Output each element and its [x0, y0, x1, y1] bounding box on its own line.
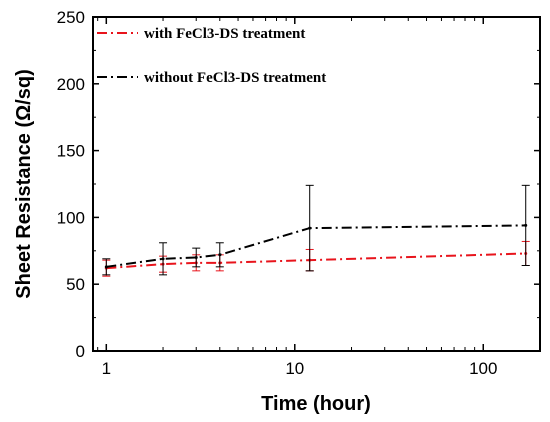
y-tick-label: 150 — [57, 142, 85, 161]
x-tick-label: 1 — [102, 359, 111, 378]
data-point — [104, 265, 108, 269]
y-tick-label: 50 — [66, 275, 85, 294]
series-without-treatment — [102, 184, 530, 276]
series-line — [106, 224, 526, 268]
legend-item: without FeCl3-DS treatment — [97, 70, 326, 86]
series-line — [106, 252, 526, 270]
x-tick-label: 100 — [469, 359, 497, 378]
x-tick-label: 10 — [285, 359, 304, 378]
data-point — [161, 257, 165, 261]
axes: 0 50 100 150 200 250 1 10 100 — [57, 8, 540, 378]
y-axis-label: Sheet Resistance (Ω/sq) — [13, 69, 35, 298]
data-point — [308, 226, 312, 230]
y-tick-label: 200 — [57, 75, 85, 94]
legend-label: with FeCl3-DS treatment — [144, 26, 305, 42]
y-tick-label: 0 — [76, 342, 85, 361]
legend-item: with FeCl3-DS treatment — [97, 26, 305, 42]
data-point — [218, 253, 222, 257]
plot-frame — [92, 16, 541, 352]
data-point — [194, 255, 198, 259]
legend: with FeCl3-DS treatment without FeCl3-DS … — [97, 26, 326, 86]
legend-label: without FeCl3-DS treatment — [144, 70, 326, 86]
y-tick-label: 250 — [57, 8, 85, 27]
data-point — [524, 223, 528, 227]
x-axis-label: Time (hour) — [261, 393, 371, 415]
y-tick-label: 100 — [57, 208, 85, 227]
series-layer — [102, 184, 530, 277]
